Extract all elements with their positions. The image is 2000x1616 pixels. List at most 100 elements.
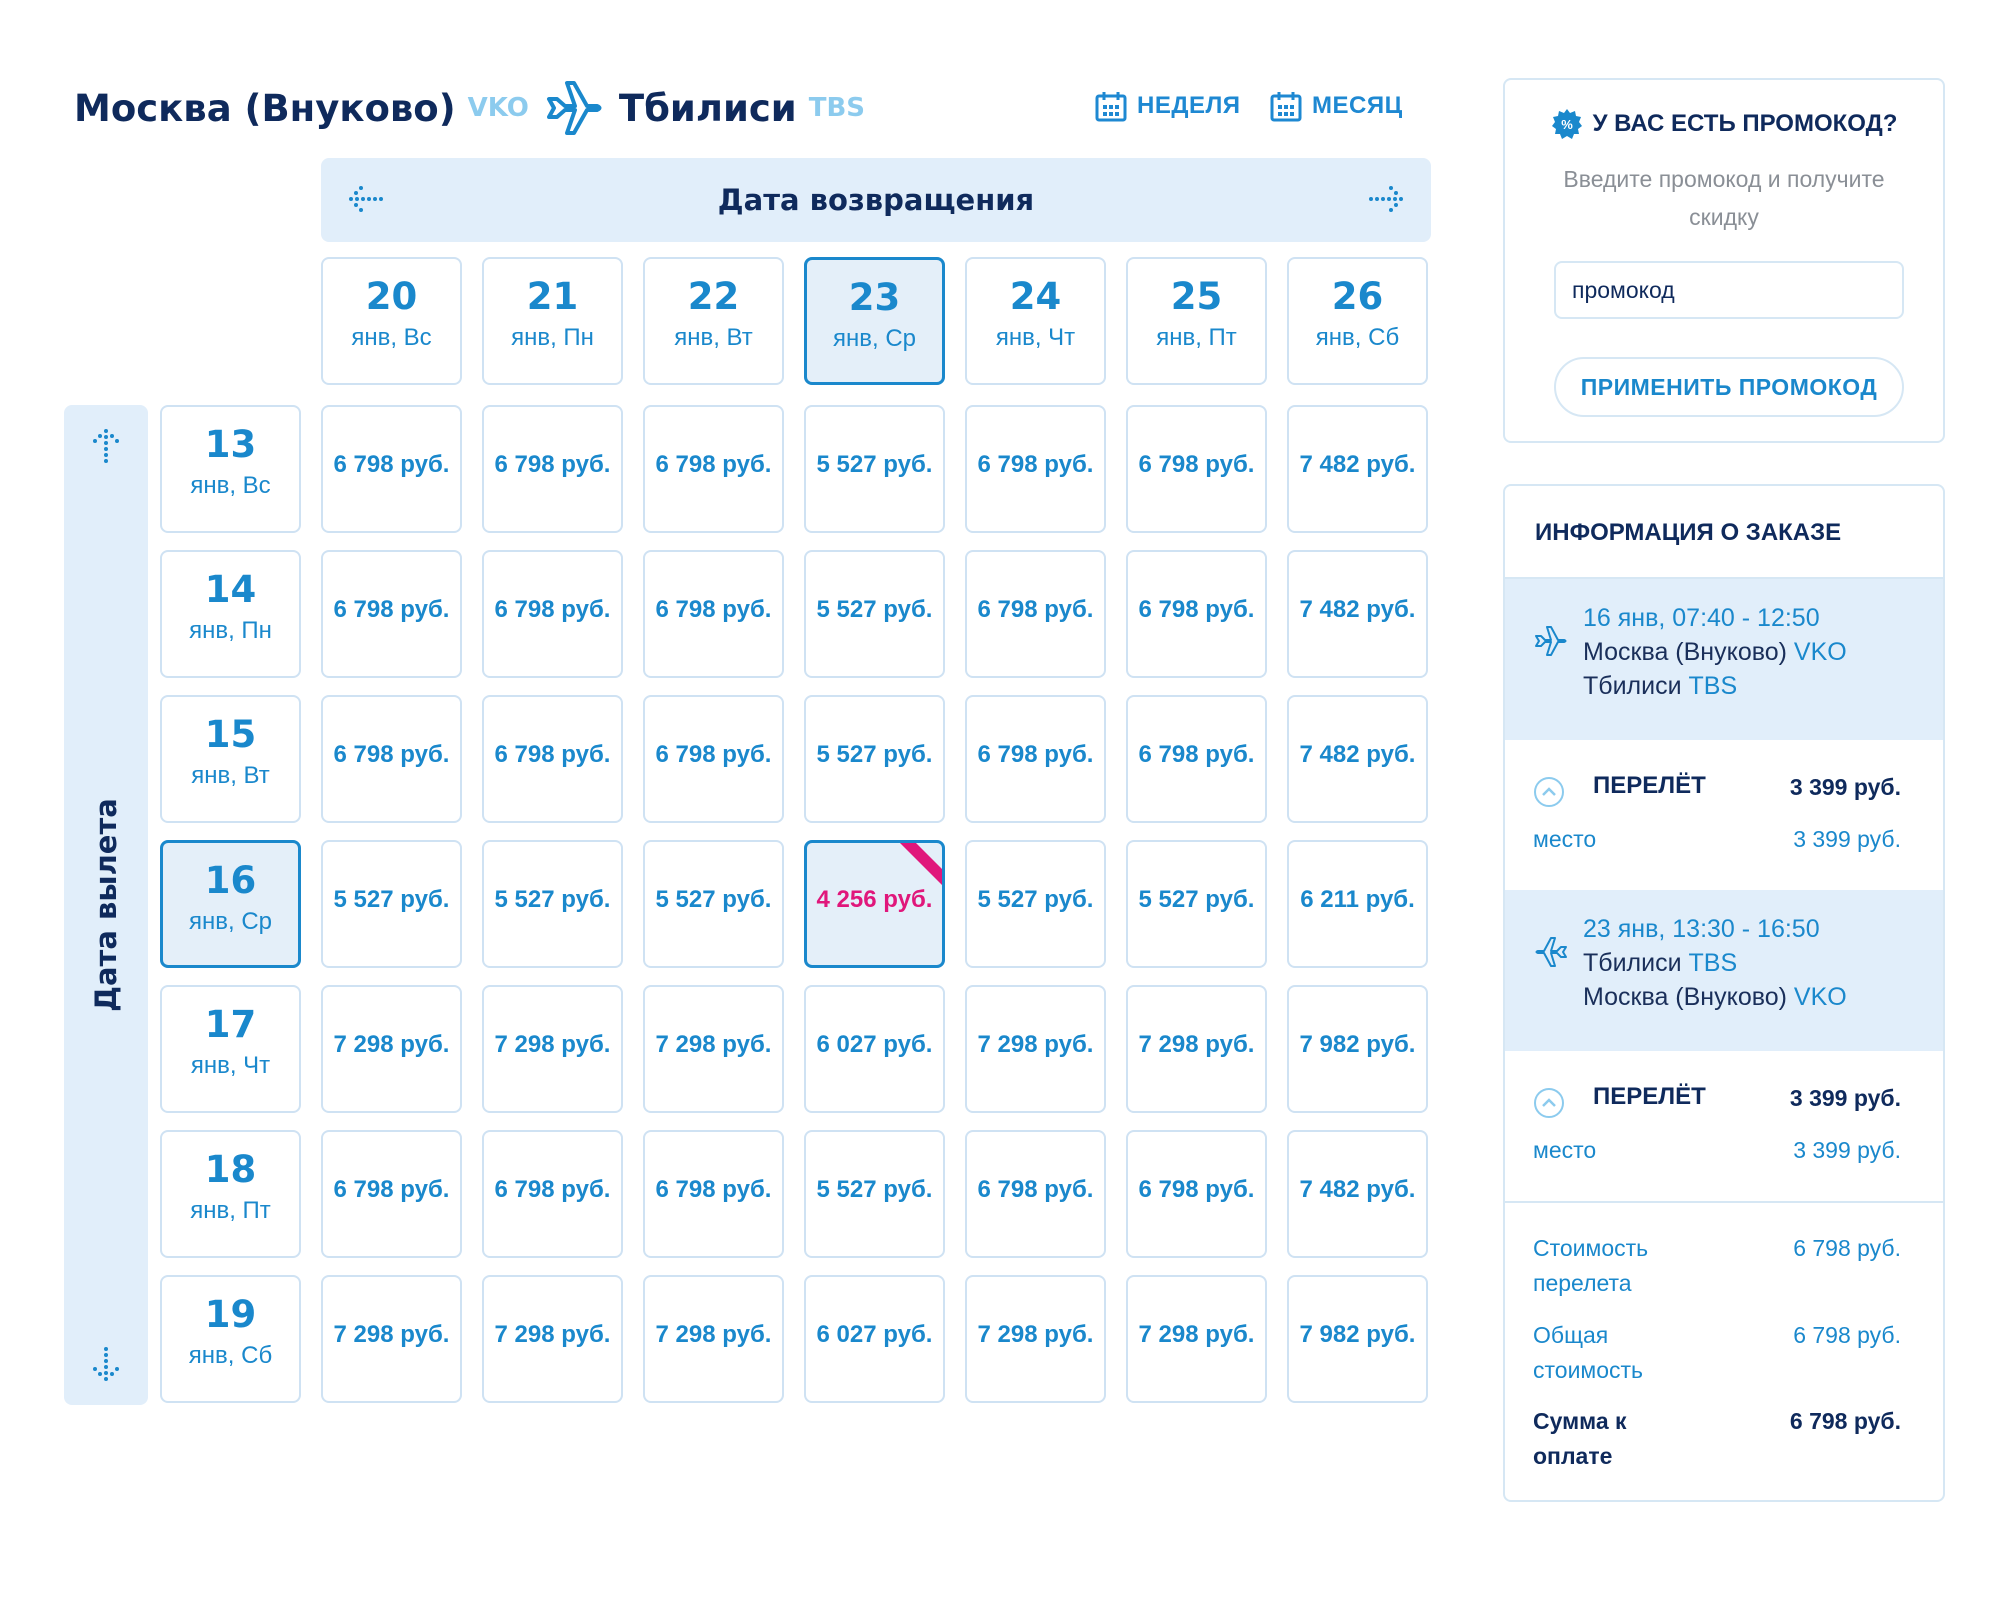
price-cell[interactable]: 5 527 руб. <box>804 1130 945 1258</box>
price-cell[interactable]: 5 527 руб. <box>804 695 945 823</box>
inbound-origin: Тбилиси TBS <box>1583 946 1737 980</box>
price-cell[interactable]: 6 798 руб. <box>643 695 784 823</box>
date-weekday: янв, Ср <box>832 325 916 352</box>
price-cell[interactable]: 6 798 руб. <box>482 550 623 678</box>
return-date-cell[interactable]: 21 янв, Пн <box>482 257 623 385</box>
price-cell[interactable]: 6 798 руб. <box>965 695 1106 823</box>
price-cell[interactable]: 7 298 руб. <box>1126 1275 1267 1403</box>
price-cell[interactable]: 7 982 руб. <box>1287 985 1428 1113</box>
price-cell[interactable]: 7 298 руб. <box>482 985 623 1113</box>
promo-code-input[interactable] <box>1554 261 1904 319</box>
price-cell[interactable]: 6 798 руб. <box>1126 695 1267 823</box>
price-cell[interactable]: 6 798 руб. <box>1126 1130 1267 1258</box>
price-value: 7 982 руб. <box>1299 1321 1416 1348</box>
svg-text:%: % <box>1561 117 1573 132</box>
price-cell[interactable]: 7 482 руб. <box>1287 550 1428 678</box>
price-cell[interactable]: 5 527 руб. <box>482 840 623 968</box>
arrow-up-icon[interactable] <box>91 427 121 467</box>
price-cell[interactable]: 7 298 руб. <box>965 985 1106 1113</box>
return-date-cell[interactable]: 24 янв, Чт <box>965 257 1106 385</box>
price-cell[interactable]: 7 298 руб. <box>1126 985 1267 1113</box>
price-value: 7 298 руб. <box>655 1031 772 1058</box>
price-cell[interactable]: 6 798 руб. <box>965 550 1106 678</box>
date-weekday: янв, Вс <box>351 324 432 351</box>
price-value: 6 798 руб. <box>333 741 450 768</box>
price-cell[interactable]: 5 527 руб. <box>643 840 784 968</box>
arrow-left-icon[interactable] <box>345 184 385 214</box>
price-cell[interactable]: 7 298 руб. <box>643 985 784 1113</box>
price-value: 6 798 руб. <box>977 741 1094 768</box>
arrow-down-icon[interactable] <box>91 1343 121 1383</box>
date-day: 17 <box>204 1003 257 1046</box>
price-cell[interactable]: 6 798 руб. <box>1126 550 1267 678</box>
price-cell[interactable]: 6 798 руб. <box>643 405 784 533</box>
departure-date-cell[interactable]: 19 янв, Сб <box>160 1275 301 1403</box>
price-value: 6 027 руб. <box>816 1031 933 1058</box>
price-cell[interactable]: 6 798 руб. <box>965 405 1106 533</box>
price-cell[interactable]: 6 798 руб. <box>321 1130 462 1258</box>
date-day: 16 <box>204 859 257 902</box>
price-value: 6 798 руб. <box>494 596 611 623</box>
price-cell[interactable]: 6 798 руб. <box>482 695 623 823</box>
departure-date-cell[interactable]: 13 янв, Вс <box>160 405 301 533</box>
price-cell[interactable]: 6 798 руб. <box>1126 405 1267 533</box>
departure-date-cell[interactable]: 14 янв, Пн <box>160 550 301 678</box>
price-cell[interactable]: 5 527 руб. <box>804 550 945 678</box>
fare-amount: 3 399 руб. <box>1789 774 1901 800</box>
price-cell[interactable]: 6 798 руб. <box>965 1130 1106 1258</box>
price-cell[interactable]: 7 482 руб. <box>1287 695 1428 823</box>
price-cell[interactable]: 6 798 руб. <box>321 405 462 533</box>
price-cell[interactable]: 7 482 руб. <box>1287 1130 1428 1258</box>
price-cell-best[interactable]: 4 256 руб. <box>804 840 945 968</box>
price-cell[interactable]: 6 211 руб. <box>1287 840 1428 968</box>
price-cell[interactable]: 5 527 руб. <box>965 840 1106 968</box>
return-date-cell-selected[interactable]: 23 янв, Ср <box>804 257 945 385</box>
price-value: 7 298 руб. <box>977 1321 1094 1348</box>
price-cell[interactable]: 6 798 руб. <box>482 405 623 533</box>
price-cell[interactable]: 7 298 руб. <box>321 1275 462 1403</box>
week-view-button[interactable]: НЕДЕЛЯ <box>1095 86 1241 126</box>
price-value: 5 527 руб. <box>816 741 933 768</box>
price-cell[interactable]: 7 982 руб. <box>1287 1275 1428 1403</box>
return-date-cell[interactable]: 25 янв, Пт <box>1126 257 1267 385</box>
price-cell[interactable]: 6 798 руб. <box>482 1130 623 1258</box>
price-cell[interactable]: 6 798 руб. <box>321 695 462 823</box>
month-view-button[interactable]: МЕСЯЦ <box>1270 86 1403 126</box>
apply-promo-button[interactable]: ПРИМЕНИТЬ ПРОМОКОД <box>1554 357 1904 417</box>
chevron-up-icon[interactable] <box>1533 776 1565 808</box>
price-cell[interactable]: 6 798 руб. <box>643 550 784 678</box>
departure-date-cell[interactable]: 17 янв, Чт <box>160 985 301 1113</box>
outbound-destination: Тбилиси TBS <box>1583 669 1737 703</box>
departure-date-cell[interactable]: 18 янв, Пт <box>160 1130 301 1258</box>
price-value: 5 527 руб. <box>816 451 933 478</box>
price-cell[interactable]: 5 527 руб. <box>1126 840 1267 968</box>
price-cell[interactable]: 5 527 руб. <box>321 840 462 968</box>
outbound-origin: Москва (Внуково) VKO <box>1583 635 1847 669</box>
outbound-segment: 16 янв, 07:40 - 12:50 Москва (Внуково) V… <box>1505 579 1943 740</box>
price-cell[interactable]: 7 298 руб. <box>643 1275 784 1403</box>
price-cell[interactable]: 6 027 руб. <box>804 985 945 1113</box>
price-cell[interactable]: 6 027 руб. <box>804 1275 945 1403</box>
price-cell[interactable]: 7 298 руб. <box>482 1275 623 1403</box>
price-cell[interactable]: 6 798 руб. <box>321 550 462 678</box>
price-value: 7 982 руб. <box>1299 1031 1416 1058</box>
price-cell[interactable]: 7 298 руб. <box>965 1275 1106 1403</box>
return-date-cell[interactable]: 22 янв, Вт <box>643 257 784 385</box>
seat-label: место <box>1533 1137 1597 1163</box>
price-cell[interactable]: 7 298 руб. <box>321 985 462 1113</box>
price-value: 5 527 руб. <box>816 1176 933 1203</box>
price-cell[interactable]: 6 798 руб. <box>643 1130 784 1258</box>
price-value: 7 482 руб. <box>1299 741 1416 768</box>
departure-date-cell-selected[interactable]: 16 янв, Ср <box>160 840 301 968</box>
chevron-up-icon[interactable] <box>1533 1087 1565 1119</box>
price-cell[interactable]: 7 482 руб. <box>1287 405 1428 533</box>
departure-date-cell[interactable]: 15 янв, Вт <box>160 695 301 823</box>
price-cell[interactable]: 5 527 руб. <box>804 405 945 533</box>
return-date-cell[interactable]: 26 янв, Сб <box>1287 257 1428 385</box>
price-value: 7 482 руб. <box>1299 1176 1416 1203</box>
order-info-title: ИНФОРМАЦИЯ О ЗАКАЗЕ <box>1505 486 1943 579</box>
return-date-cell[interactable]: 20 янв, Вс <box>321 257 462 385</box>
destination-code: TBS <box>808 93 866 123</box>
inbound-fare: ПЕРЕЛЁТ 3 399 руб. место 3 399 руб. <box>1505 1051 1943 1203</box>
arrow-right-icon[interactable] <box>1367 184 1407 214</box>
